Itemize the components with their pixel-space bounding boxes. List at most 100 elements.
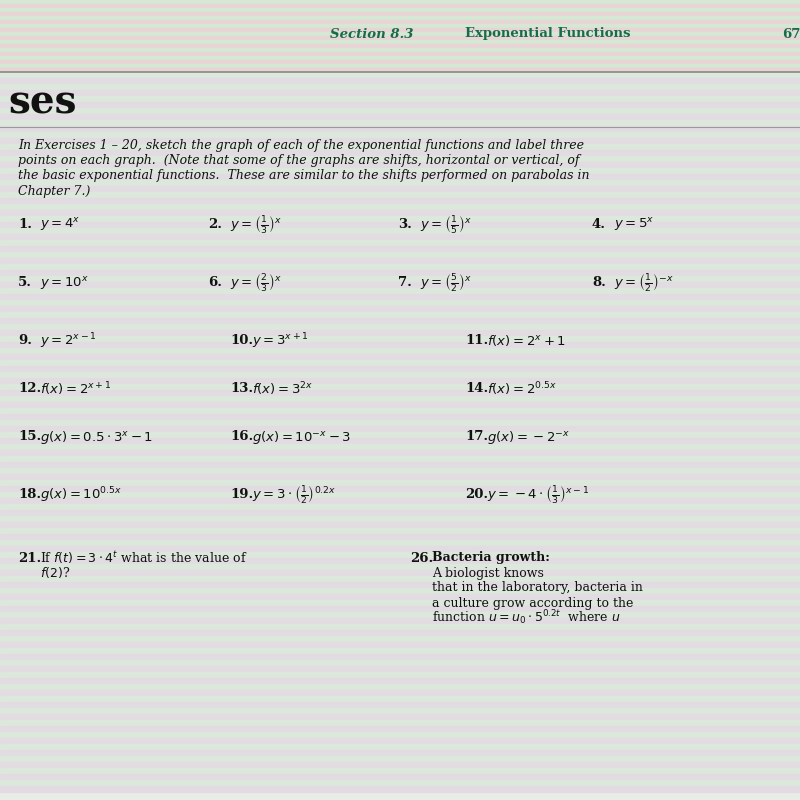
Bar — [0, 432, 800, 438]
Bar — [0, 360, 800, 366]
Bar — [0, 288, 800, 294]
Bar — [0, 600, 800, 606]
Bar — [0, 726, 800, 732]
Bar — [0, 786, 800, 792]
Text: A biologist knows: A biologist knows — [432, 566, 544, 579]
Text: $y=\left(\frac{1}{2}\right)^{-x}$: $y=\left(\frac{1}{2}\right)^{-x}$ — [614, 272, 674, 294]
Text: $g(x)=10^{0.5x}$: $g(x)=10^{0.5x}$ — [40, 485, 122, 505]
Bar — [0, 144, 800, 150]
Text: 16.: 16. — [230, 430, 254, 443]
Text: 19.: 19. — [230, 489, 254, 502]
Bar — [0, 78, 800, 84]
Bar — [0, 588, 800, 594]
Bar — [0, 696, 800, 702]
Bar — [0, 114, 800, 120]
Bar — [0, 270, 800, 276]
Text: 11.: 11. — [465, 334, 488, 347]
Bar — [0, 780, 800, 786]
Bar — [0, 306, 800, 312]
Bar — [0, 540, 800, 546]
Bar — [0, 108, 800, 114]
Text: $y=5^x$: $y=5^x$ — [614, 217, 654, 234]
Bar — [0, 648, 800, 654]
Bar — [0, 192, 800, 198]
Bar — [0, 264, 800, 270]
Bar — [0, 48, 800, 52]
Bar — [0, 28, 800, 32]
Bar — [0, 8, 800, 12]
Bar — [0, 342, 800, 348]
Bar — [0, 246, 800, 252]
Bar — [0, 630, 800, 636]
Bar — [0, 510, 800, 516]
Text: $f(x)=2^{0.5x}$: $f(x)=2^{0.5x}$ — [487, 380, 557, 398]
Bar — [0, 168, 800, 174]
Bar — [0, 438, 800, 444]
Text: $y=\left(\frac{1}{5}\right)^x$: $y=\left(\frac{1}{5}\right)^x$ — [420, 214, 472, 236]
Text: 15.: 15. — [18, 430, 42, 443]
Bar — [0, 330, 800, 336]
Bar — [0, 480, 800, 486]
Bar — [0, 690, 800, 696]
Bar — [0, 762, 800, 768]
Text: $y=\left(\frac{5}{2}\right)^x$: $y=\left(\frac{5}{2}\right)^x$ — [420, 272, 472, 294]
Text: ses: ses — [8, 83, 77, 121]
Bar — [0, 768, 800, 774]
Text: 21.: 21. — [18, 551, 42, 565]
Text: $f(x)=2^x+1$: $f(x)=2^x+1$ — [487, 334, 566, 349]
Text: function $u=u_0\cdot 5^{0.2t}$  where $u$: function $u=u_0\cdot 5^{0.2t}$ where $u$ — [432, 609, 620, 627]
Bar — [0, 96, 800, 102]
Bar — [0, 0, 800, 4]
Bar — [0, 222, 800, 228]
Bar — [0, 558, 800, 564]
Text: In Exercises 1 – 20, sketch the graph of each of the exponential functions and l: In Exercises 1 – 20, sketch the graph of… — [18, 138, 584, 151]
Bar — [0, 744, 800, 750]
Text: a culture grow according to the: a culture grow according to the — [432, 597, 634, 610]
Bar — [0, 636, 800, 642]
Text: $f(2)$?: $f(2)$? — [40, 566, 70, 581]
Bar — [0, 240, 800, 246]
Text: 5.: 5. — [18, 277, 32, 290]
Bar — [0, 534, 800, 540]
Bar — [0, 678, 800, 684]
Bar — [0, 654, 800, 660]
Bar — [0, 576, 800, 582]
Bar — [0, 708, 800, 714]
Bar — [0, 522, 800, 528]
Text: $f(x)=3^{2x}$: $f(x)=3^{2x}$ — [252, 380, 313, 398]
Bar — [0, 384, 800, 390]
Bar — [0, 294, 800, 300]
Bar — [0, 90, 800, 96]
Bar — [0, 552, 800, 558]
Text: that in the laboratory, bacteria in: that in the laboratory, bacteria in — [432, 582, 643, 594]
Bar — [0, 420, 800, 426]
Bar — [0, 126, 800, 132]
Bar — [0, 52, 800, 56]
Bar — [0, 426, 800, 432]
Bar — [0, 64, 800, 68]
Text: Section 8.3: Section 8.3 — [330, 27, 414, 41]
Bar — [0, 336, 800, 342]
Text: 8.: 8. — [592, 277, 606, 290]
Text: the basic exponential functions.  These are similar to the shifts performed on p: the basic exponential functions. These a… — [18, 170, 590, 182]
Bar — [0, 156, 800, 162]
Text: $y=2^{x-1}$: $y=2^{x-1}$ — [40, 331, 97, 350]
Bar — [0, 774, 800, 780]
Text: $g(x)=0.5\cdot 3^x-1$: $g(x)=0.5\cdot 3^x-1$ — [40, 429, 154, 446]
Text: $g(x)=10^{-x}-3$: $g(x)=10^{-x}-3$ — [252, 429, 351, 446]
Text: $y=3^{x+1}$: $y=3^{x+1}$ — [252, 331, 309, 350]
Bar — [0, 750, 800, 756]
Bar — [0, 450, 800, 456]
Bar — [0, 504, 800, 510]
Text: $y=\left(\frac{1}{3}\right)^x$: $y=\left(\frac{1}{3}\right)^x$ — [230, 214, 282, 236]
Text: $y=\left(\frac{2}{3}\right)^x$: $y=\left(\frac{2}{3}\right)^x$ — [230, 272, 282, 294]
Bar — [0, 84, 800, 90]
Bar — [0, 324, 800, 330]
Text: 9.: 9. — [18, 334, 32, 347]
Bar — [0, 546, 800, 552]
Text: $y=4^x$: $y=4^x$ — [40, 217, 81, 234]
Text: 10.: 10. — [230, 334, 253, 347]
Bar — [0, 714, 800, 720]
Bar — [0, 180, 800, 186]
Text: 13.: 13. — [230, 382, 253, 395]
